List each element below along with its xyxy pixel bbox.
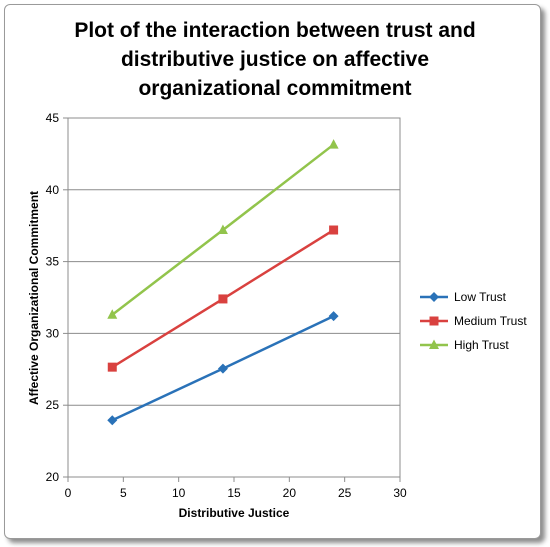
data-point-high-trust — [217, 224, 228, 235]
y-tick-label: 35 — [46, 255, 60, 269]
legend-label: Medium Trust — [454, 314, 527, 328]
y-axis-label: Affective Organizational Commitment — [27, 191, 41, 405]
y-tick-label: 30 — [46, 326, 60, 340]
chart-title-line-2: distributive justice on affective — [120, 48, 430, 71]
y-axis: 20 25 30 35 40 45 — [46, 111, 68, 484]
chart-title-line-1: Plot of the interaction between trust an… — [74, 19, 476, 42]
legend-label: High Trust — [454, 338, 509, 352]
x-tick-label: 0 — [65, 486, 72, 500]
data-point-low-trust — [217, 363, 228, 374]
x-axis-label: Distributive Justice — [179, 506, 290, 520]
data-point-low-trust — [328, 311, 339, 322]
legend-item-low-trust: Low Trust — [420, 290, 507, 304]
data-point-low-trust — [107, 415, 118, 426]
data-point-medium-trust — [329, 225, 339, 235]
legend: Low Trust Medium Trust High Trust — [420, 290, 527, 352]
y-tick-label: 40 — [46, 183, 60, 197]
x-tick-label: 20 — [283, 486, 297, 500]
y-tick-label: 20 — [46, 470, 60, 484]
x-tick-label: 15 — [227, 486, 241, 500]
legend-item-medium-trust: Medium Trust — [420, 314, 527, 328]
legend-label: Low Trust — [454, 290, 507, 304]
legend-marker — [429, 339, 439, 349]
x-tick-label: 10 — [172, 486, 186, 500]
series-low-trust — [107, 311, 339, 426]
x-tick-label: 25 — [338, 486, 352, 500]
data-point-medium-trust — [107, 362, 117, 372]
series-high-trust — [107, 139, 339, 319]
data-point-medium-trust — [218, 294, 228, 304]
x-tick-label: 5 — [120, 486, 127, 500]
chart-title: Plot of the interaction between trust an… — [0, 16, 550, 103]
series-group — [107, 139, 339, 426]
legend-marker — [429, 316, 439, 326]
y-tick-label: 45 — [46, 111, 60, 125]
series-medium-trust — [107, 225, 339, 372]
data-point-high-trust — [328, 139, 339, 149]
legend-item-high-trust: High Trust — [420, 338, 509, 352]
chart-frame — [4, 4, 541, 539]
y-tick-label: 25 — [46, 398, 60, 412]
x-axis: 0 5 10 15 20 25 30 — [65, 477, 407, 500]
legend-marker — [429, 292, 439, 302]
chart-title-line-3: organizational commitment — [138, 77, 412, 100]
x-tick-label: 30 — [393, 486, 407, 500]
plot-area-border — [67, 117, 401, 478]
data-point-high-trust — [107, 309, 118, 319]
gridlines — [68, 189, 400, 406]
